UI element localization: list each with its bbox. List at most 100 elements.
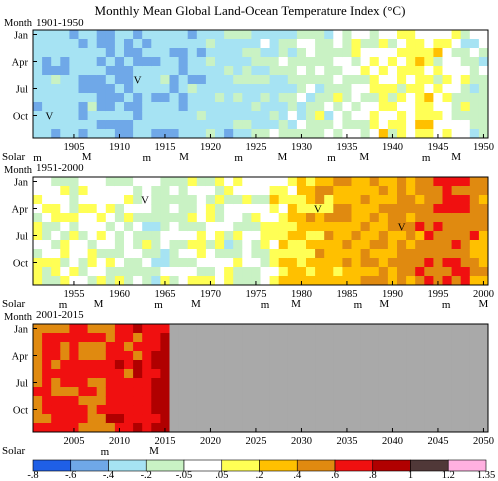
heatmap-cell <box>451 414 462 424</box>
heatmap-cell <box>451 333 462 343</box>
heatmap-cell <box>60 378 70 388</box>
heatmap-cell <box>160 195 170 205</box>
heatmap-cell <box>360 414 371 424</box>
heatmap-cell <box>69 387 79 397</box>
heatmap-cell <box>424 222 434 232</box>
heatmap-cell <box>133 423 143 433</box>
heatmap-cell <box>406 369 416 379</box>
heatmap-cell <box>251 267 261 277</box>
heatmap-cell <box>278 333 289 343</box>
heatmap-cell <box>469 231 480 241</box>
heatmap-cell <box>460 405 471 415</box>
heatmap-cell <box>142 276 152 286</box>
heatmap-cell <box>278 369 289 379</box>
heatmap-cell <box>242 240 252 250</box>
heatmap-cell <box>69 369 79 379</box>
heatmap-cell <box>324 405 334 415</box>
heatmap-cell <box>105 360 116 370</box>
heatmap-cell <box>333 111 343 121</box>
heatmap-cell <box>78 222 88 232</box>
heatmap-cell <box>287 360 298 370</box>
heatmap-cell <box>33 240 43 250</box>
heatmap-cell <box>142 66 152 76</box>
heatmap-cell <box>342 39 352 49</box>
heatmap-cell <box>133 249 143 259</box>
legend-swatch <box>259 459 298 472</box>
heatmap-cell <box>33 414 43 424</box>
solar-min-marker: m <box>354 299 363 311</box>
heatmap-cell <box>196 387 207 397</box>
heatmap-cell <box>415 378 425 388</box>
heatmap-cell <box>169 120 179 130</box>
heatmap-cell <box>360 48 371 58</box>
heatmap-cell <box>260 396 270 406</box>
heatmap-cell <box>96 324 107 334</box>
heatmap-cell <box>296 405 307 415</box>
heatmap-cell <box>205 66 216 76</box>
heatmap-cell <box>33 351 43 361</box>
heatmap-cell <box>369 111 380 121</box>
heatmap-cell <box>151 177 161 187</box>
heatmap-cell <box>105 240 116 250</box>
heatmap-cell <box>133 267 143 277</box>
heatmap-cell <box>478 267 489 277</box>
heatmap-cell <box>406 204 416 214</box>
heatmap-cell <box>178 342 189 352</box>
heatmap-cell <box>33 267 43 277</box>
heatmap-cell <box>205 84 216 94</box>
heatmap-cell <box>114 351 125 361</box>
heatmap-cell <box>460 378 471 388</box>
heatmap-cell <box>451 267 462 277</box>
heatmap-cell <box>424 57 434 67</box>
heatmap-cell <box>451 423 462 433</box>
heatmap-cell <box>278 30 289 40</box>
heatmap-cell <box>251 120 261 130</box>
heatmap-cell <box>451 120 462 130</box>
heatmap-cell <box>151 276 161 286</box>
heatmap-cell <box>415 84 425 94</box>
heatmap-cell <box>478 222 489 232</box>
heatmap-cell <box>478 405 489 415</box>
heatmap-cell <box>460 75 471 85</box>
heatmap-cell <box>360 222 371 232</box>
heatmap-cell <box>469 267 480 277</box>
heatmap-cell <box>469 369 480 379</box>
heatmap-cell <box>260 240 270 250</box>
heatmap-cell <box>369 186 380 196</box>
heatmap-cell <box>187 396 198 406</box>
heatmap-cell <box>205 75 216 85</box>
heatmap-cell <box>260 405 270 415</box>
heatmap-cell <box>187 120 198 130</box>
heatmap-cell <box>69 240 79 250</box>
heatmap-cell <box>233 39 243 49</box>
heatmap-cell <box>260 84 270 94</box>
heatmap-cell <box>324 333 334 343</box>
heatmap-cell <box>60 351 70 361</box>
heatmap-cell <box>433 267 443 277</box>
heatmap-cell <box>196 276 207 286</box>
legend-tick-label: .6 <box>331 470 339 481</box>
heatmap-cell <box>278 249 289 259</box>
heatmap-cell <box>306 414 316 424</box>
heatmap-cell <box>242 84 252 94</box>
heatmap-cell <box>178 333 189 343</box>
heatmap-cell <box>114 405 125 415</box>
heatmap-cell <box>315 129 325 139</box>
year-tick-label: 1930 <box>291 142 312 153</box>
heatmap-cell <box>342 378 352 388</box>
heatmap-cell <box>87 342 98 352</box>
heatmap-cell <box>78 111 88 121</box>
heatmap-cell <box>478 276 489 286</box>
heatmap-cell <box>315 75 325 85</box>
heatmap-cell <box>324 231 334 241</box>
heatmap-cell <box>287 396 298 406</box>
heatmap-cell <box>397 177 407 187</box>
heatmap-cell <box>160 231 170 241</box>
heatmap-cell <box>96 276 107 286</box>
heatmap-cell <box>315 231 325 241</box>
heatmap-cell <box>306 423 316 433</box>
year-tick-label: 2015 <box>154 436 175 447</box>
heatmap-cell <box>160 351 170 361</box>
heatmap-cell <box>187 423 198 433</box>
heatmap-cell <box>387 396 398 406</box>
